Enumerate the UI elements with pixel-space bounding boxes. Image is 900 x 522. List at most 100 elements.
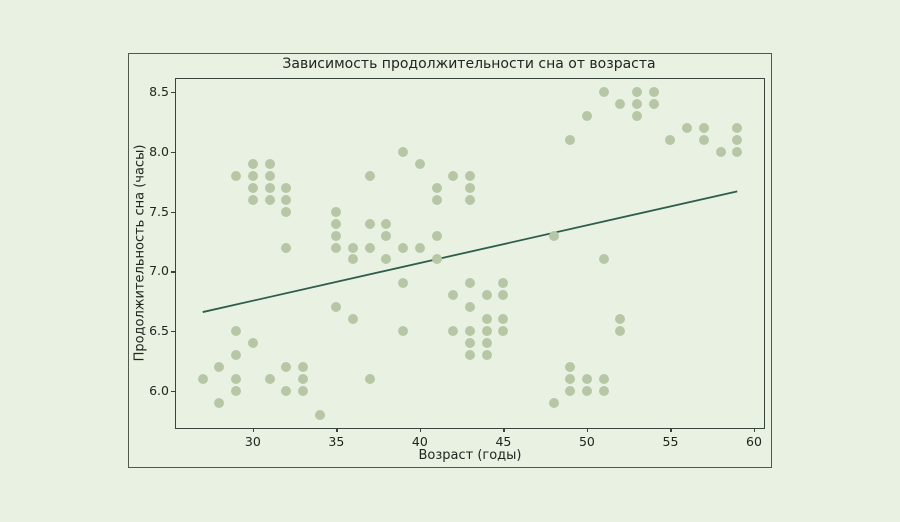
data-point [598, 254, 609, 265]
data-point [648, 87, 659, 98]
data-point [348, 242, 359, 253]
data-point [247, 182, 258, 193]
data-point [381, 254, 392, 265]
data-point [381, 218, 392, 229]
x-tick-mark [503, 428, 505, 432]
y-tick-label: 7.5 [149, 203, 169, 219]
data-point [632, 99, 643, 110]
data-point [297, 373, 308, 384]
data-point [732, 146, 743, 157]
data-point [331, 242, 342, 253]
data-point [598, 87, 609, 98]
trend-line-layer [202, 190, 738, 313]
data-point [398, 326, 409, 337]
x-tick-label: 60 [746, 434, 762, 449]
data-point [465, 350, 475, 361]
data-point [615, 326, 626, 337]
data-point [465, 278, 475, 289]
data-point [565, 385, 576, 396]
data-point [481, 326, 492, 337]
data-point [197, 373, 208, 384]
data-point [548, 397, 559, 408]
data-point [481, 290, 492, 301]
y-tick-label: 8.5 [149, 84, 169, 100]
data-point [615, 99, 626, 110]
x-tick-label: 45 [495, 434, 512, 449]
data-point [247, 194, 258, 205]
data-point [682, 123, 693, 133]
y-tick-label: 7.0 [149, 263, 169, 279]
data-point [231, 385, 242, 396]
data-point [632, 111, 643, 122]
data-point [698, 134, 709, 145]
data-point [565, 373, 576, 384]
data-point [598, 373, 609, 384]
data-point [448, 326, 459, 337]
data-point [247, 170, 258, 181]
data-point [581, 373, 592, 384]
data-point [264, 170, 275, 181]
data-point [632, 87, 643, 98]
data-point [348, 254, 359, 265]
data-point [264, 182, 275, 193]
data-point [548, 230, 559, 241]
data-point [348, 314, 359, 325]
data-point [598, 385, 609, 396]
data-point [431, 254, 442, 265]
data-point [314, 409, 325, 420]
data-point [465, 326, 475, 337]
chart-title: Зависимость продолжительности сна от воз… [282, 56, 656, 72]
data-point [398, 242, 409, 253]
data-point [465, 302, 475, 313]
data-point [231, 170, 242, 181]
y-tick-mark [171, 331, 175, 333]
data-point [281, 182, 292, 193]
data-point [214, 397, 225, 408]
data-point [565, 134, 576, 145]
x-tick-mark [336, 428, 338, 432]
data-point [364, 218, 375, 229]
figure-frame: Зависимость продолжительности сна от воз… [128, 53, 772, 468]
data-point [247, 158, 258, 169]
x-tick-label: 50 [578, 434, 595, 449]
data-point [431, 230, 442, 241]
data-point [448, 290, 459, 301]
data-point [281, 206, 292, 217]
data-point [448, 170, 459, 181]
data-point [331, 302, 342, 313]
data-point [281, 385, 292, 396]
x-tick-label: 30 [244, 434, 261, 449]
data-point [581, 385, 592, 396]
plot-area: Возраст (годы) Продолжительность сна (ча… [133, 78, 765, 463]
data-point [648, 99, 659, 110]
data-point [498, 314, 509, 325]
data-point [231, 350, 242, 361]
data-point [715, 146, 726, 157]
data-point [481, 338, 492, 349]
data-point [481, 314, 492, 325]
data-point [732, 123, 743, 133]
x-tick-label: 40 [411, 434, 428, 449]
data-point [281, 194, 292, 205]
data-point [331, 206, 342, 217]
data-point [381, 230, 392, 241]
data-point [214, 362, 225, 373]
data-point [398, 146, 409, 157]
x-tick-mark [252, 428, 255, 432]
data-point [498, 326, 509, 337]
x-tick-label: 55 [662, 434, 679, 449]
data-point [581, 111, 592, 122]
data-point [465, 182, 475, 193]
y-tick-mark [171, 92, 175, 94]
data-point [565, 362, 576, 373]
data-point [297, 362, 308, 373]
y-tick-label: 8.0 [149, 143, 169, 159]
data-point [498, 290, 509, 301]
y-tick-label: 6.5 [149, 323, 169, 339]
data-point [465, 170, 475, 181]
data-point [297, 385, 308, 396]
data-point [364, 170, 375, 181]
data-point [615, 314, 626, 325]
x-tick-mark [753, 428, 756, 432]
data-point [231, 326, 242, 337]
